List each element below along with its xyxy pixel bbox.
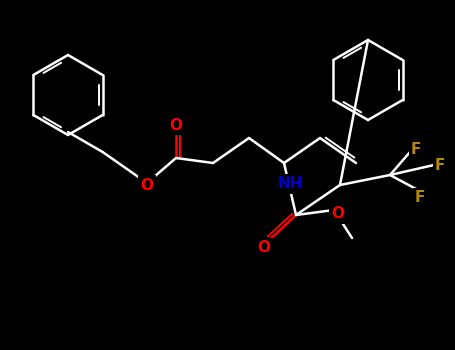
Text: O: O [258,240,271,256]
Text: F: F [435,158,445,173]
Text: F: F [411,142,421,158]
Text: O: O [170,118,182,133]
Text: O: O [141,177,153,192]
Text: O: O [332,206,344,222]
Text: NH: NH [277,176,303,191]
Text: F: F [415,190,425,205]
